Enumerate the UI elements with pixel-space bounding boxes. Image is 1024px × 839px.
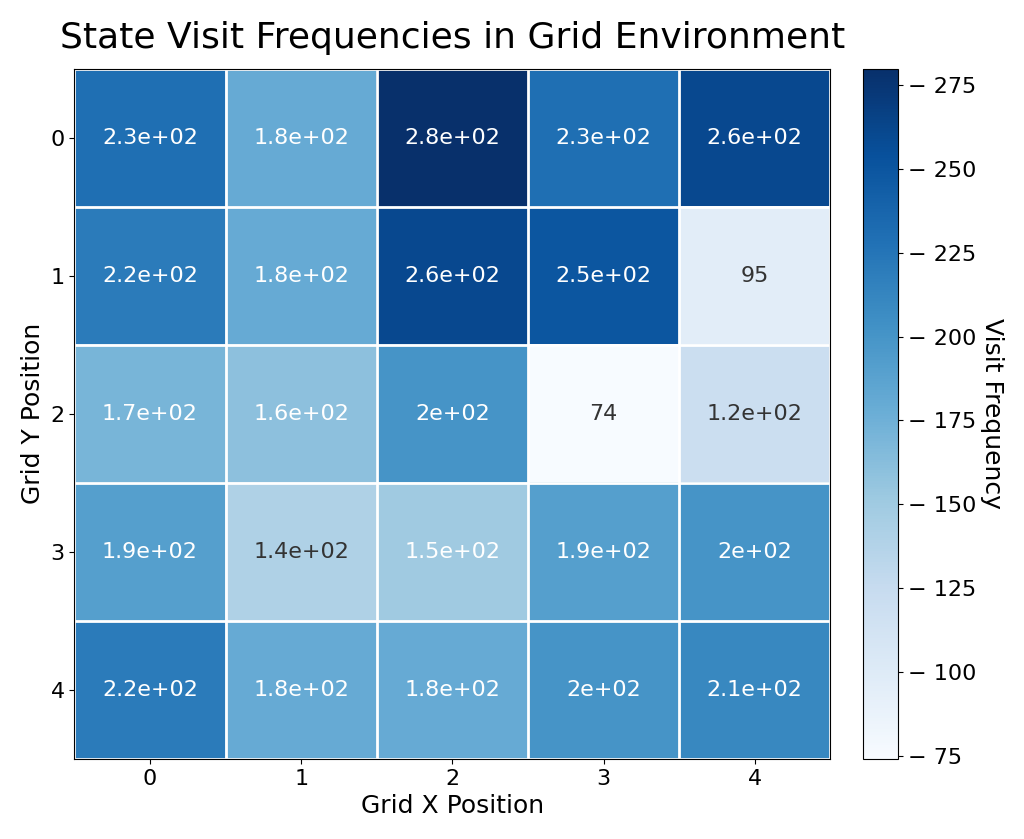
- Title: State Visit Frequencies in Grid Environment: State Visit Frequencies in Grid Environm…: [59, 21, 845, 55]
- Y-axis label: Visit Frequency: Visit Frequency: [980, 318, 1004, 509]
- Text: 2.2e+02: 2.2e+02: [102, 266, 198, 286]
- Text: 2.3e+02: 2.3e+02: [102, 128, 198, 148]
- Text: 2.6e+02: 2.6e+02: [707, 128, 803, 148]
- Text: 1.5e+02: 1.5e+02: [404, 542, 501, 562]
- Text: 1.8e+02: 1.8e+02: [404, 680, 501, 700]
- Text: 1.7e+02: 1.7e+02: [102, 404, 198, 424]
- Text: 1.4e+02: 1.4e+02: [253, 542, 349, 562]
- Text: 2e+02: 2e+02: [415, 404, 489, 424]
- Text: 2e+02: 2e+02: [566, 680, 641, 700]
- Text: 95: 95: [740, 266, 769, 286]
- Text: 1.8e+02: 1.8e+02: [253, 128, 349, 148]
- Text: 2.5e+02: 2.5e+02: [556, 266, 651, 286]
- X-axis label: Grid X Position: Grid X Position: [360, 795, 544, 818]
- Text: 1.2e+02: 1.2e+02: [707, 404, 803, 424]
- Text: 2.2e+02: 2.2e+02: [102, 680, 198, 700]
- Text: 2.8e+02: 2.8e+02: [404, 128, 501, 148]
- Text: 2.6e+02: 2.6e+02: [404, 266, 501, 286]
- Text: 1.8e+02: 1.8e+02: [253, 266, 349, 286]
- Y-axis label: Grid Y Position: Grid Y Position: [20, 323, 45, 504]
- Text: 1.6e+02: 1.6e+02: [253, 404, 349, 424]
- Text: 1.9e+02: 1.9e+02: [102, 542, 198, 562]
- Text: 2.1e+02: 2.1e+02: [707, 680, 803, 700]
- Text: 74: 74: [590, 404, 617, 424]
- Text: 1.8e+02: 1.8e+02: [253, 680, 349, 700]
- Text: 2.3e+02: 2.3e+02: [556, 128, 651, 148]
- Text: 1.9e+02: 1.9e+02: [556, 542, 651, 562]
- Text: 2e+02: 2e+02: [718, 542, 793, 562]
